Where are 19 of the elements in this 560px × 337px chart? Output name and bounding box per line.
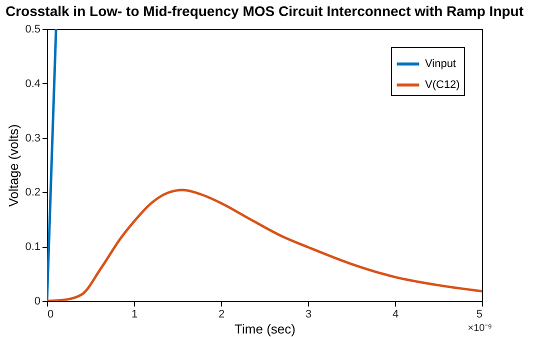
y-tick-label: 0.4 xyxy=(25,78,40,90)
x-tick-label: 5 xyxy=(476,308,482,320)
y-tick-label: 0 xyxy=(34,296,40,308)
x-tick-label: 2 xyxy=(218,308,225,320)
chart-title: Crosstalk in Low- to Mid-frequency MOS Circuit Interconnect with Ramp Input xyxy=(5,3,524,19)
y-tick-label: 0.5 xyxy=(25,24,40,36)
legend-label: Vinput xyxy=(425,58,456,70)
legend-label: V(C12) xyxy=(425,79,460,91)
x-tick-label: 1 xyxy=(131,308,138,320)
y-tick-label: 0.1 xyxy=(25,241,40,254)
x-tick-label: 3 xyxy=(305,308,312,320)
x-tick-label: 4 xyxy=(392,308,399,320)
line-series xyxy=(47,188,482,301)
text: ×10⁻⁹ xyxy=(468,323,492,334)
y-tick-label: 0.2 xyxy=(25,186,40,199)
y-axis-title: Voltage (volts) xyxy=(6,124,22,207)
y-tick-label: 0.3 xyxy=(25,132,40,144)
x-tick-label: 0 xyxy=(48,308,54,320)
x-axis-title: Time (sec) xyxy=(234,322,296,336)
